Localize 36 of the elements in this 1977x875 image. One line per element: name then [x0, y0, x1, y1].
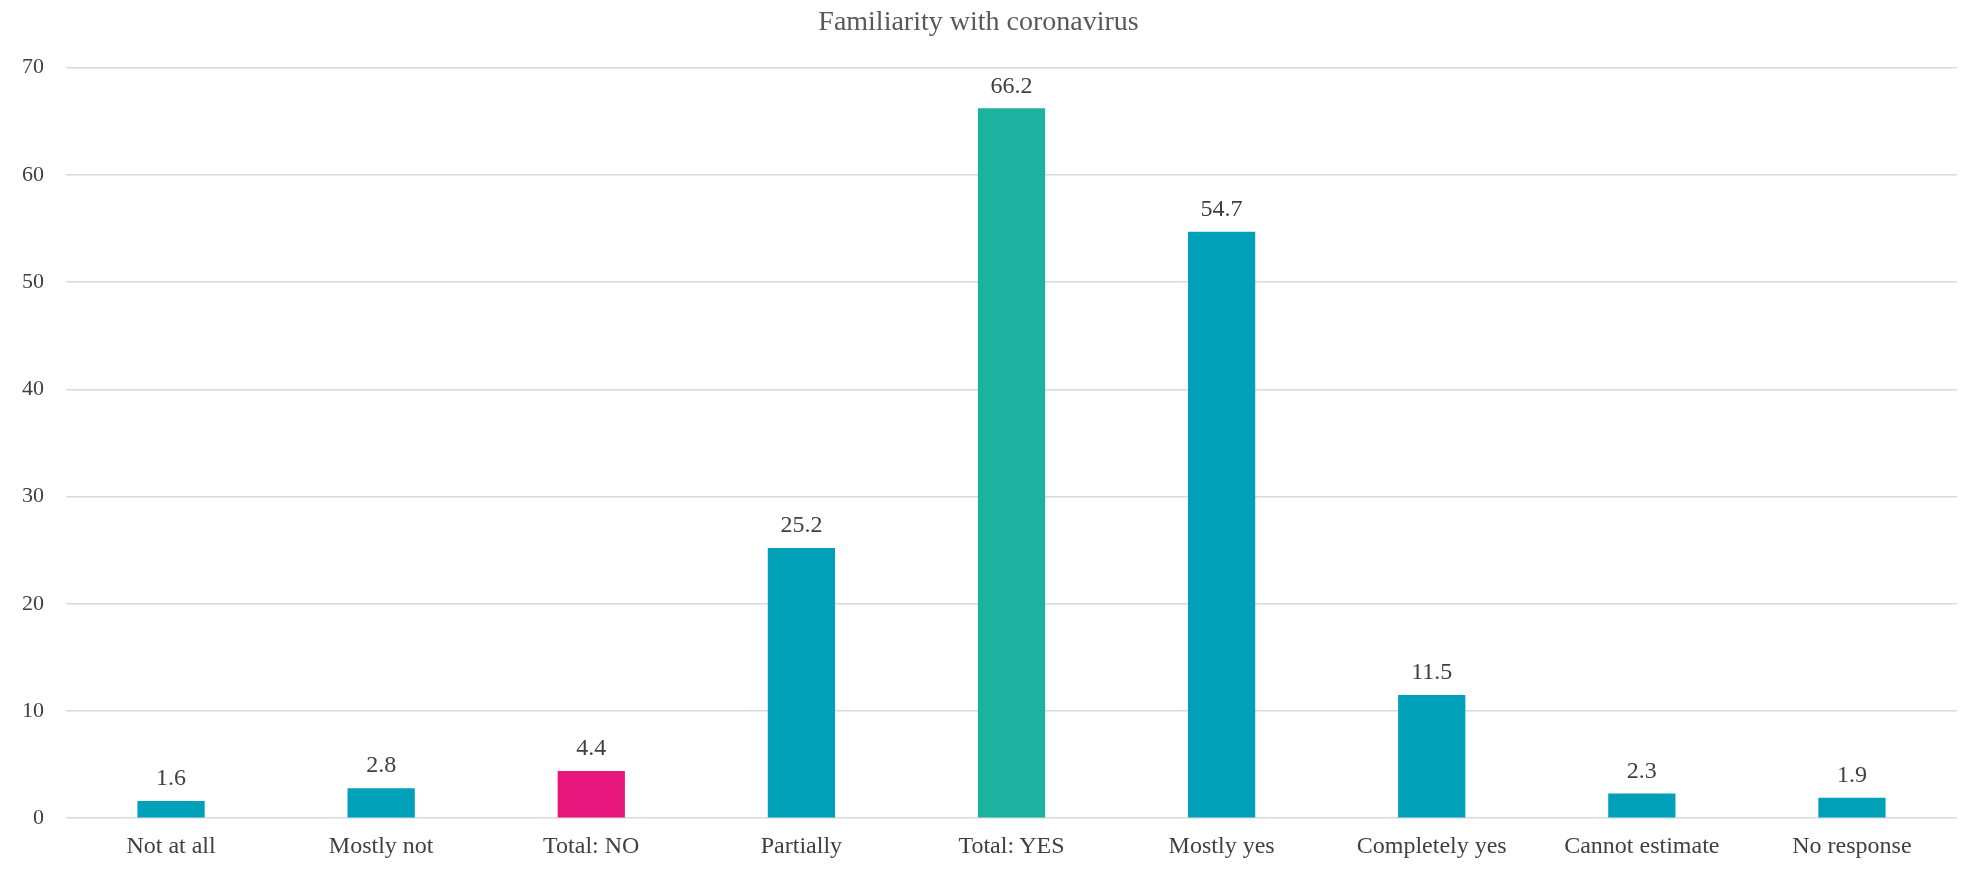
y-tick-label: 0: [33, 803, 44, 829]
y-tick-label: 10: [22, 696, 44, 722]
y-tick-label: 50: [22, 267, 44, 293]
x-tick-label: Total: NO: [543, 831, 640, 858]
bar: [1608, 793, 1676, 818]
data-label: 1.9: [1836, 761, 1867, 788]
bar: [1398, 694, 1466, 818]
x-tick-label: Completely yes: [1356, 831, 1507, 858]
data-label: 11.5: [1411, 658, 1453, 685]
y-tick-label: 60: [22, 160, 44, 186]
bar: [1187, 231, 1256, 818]
data-label: 54.7: [1200, 194, 1243, 221]
x-tick-label: Mostly yes: [1168, 831, 1275, 858]
x-tick-label: Not at all: [126, 831, 217, 858]
bar: [137, 801, 205, 818]
y-tick-label: 30: [22, 482, 44, 508]
bar: [347, 788, 415, 818]
data-label: 2.3: [1626, 756, 1657, 783]
x-tick-label: Cannot estimate: [1564, 831, 1720, 858]
data-label: 1.6: [156, 764, 187, 791]
x-tick-label: Mostly not: [328, 831, 434, 858]
bar: [977, 108, 1046, 818]
data-label: 25.2: [780, 511, 823, 538]
x-tick-label: No response: [1792, 831, 1912, 858]
y-tick-label: 40: [22, 375, 44, 401]
data-label: 4.4: [576, 734, 607, 761]
chart-title: Familiarity with coronavirus: [818, 5, 1139, 37]
bar: [767, 547, 836, 818]
x-tick-label: Partially: [760, 831, 843, 858]
y-tick-label: 20: [22, 589, 44, 615]
x-tick-label: Total: YES: [958, 831, 1065, 858]
y-tick-label: 70: [22, 53, 44, 79]
bar: [557, 771, 625, 818]
data-label: 2.8: [366, 751, 397, 778]
data-label: 66.2: [990, 71, 1033, 98]
bar: [1818, 797, 1886, 818]
